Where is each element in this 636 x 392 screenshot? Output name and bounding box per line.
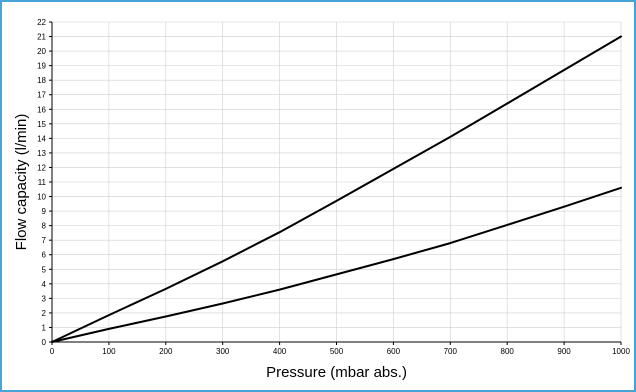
y-tick-label: 6 [42,251,47,260]
y-tick-label: 8 [42,222,47,231]
y-tick-label: 16 [37,105,46,114]
x-tick-label: 800 [501,347,515,356]
y-tick-label: 11 [38,178,47,187]
x-axis-title: Pressure (mbar abs.) [266,364,407,381]
y-tick-label: 12 [37,163,46,172]
x-tick-label: 600 [387,347,401,356]
x-tick-label: 900 [557,347,571,356]
x-tick-label: 700 [444,347,458,356]
y-tick-label: 15 [37,120,46,129]
series-lines [51,35,622,343]
axes [49,21,622,345]
x-tick-label: 400 [273,347,287,356]
y-tick-label: 1 [42,323,47,332]
y-tick-label: 10 [37,193,46,202]
y-tick-label: 9 [42,207,47,216]
x-tick-label: 200 [159,347,173,356]
grid-lines [52,21,622,342]
y-tick-label: 4 [42,280,47,289]
y-tick-label: 7 [42,236,47,245]
y-tick-label: 22 [37,18,46,27]
y-tick-label: 18 [37,76,46,85]
y-tick-label: 21 [37,33,46,42]
y-tick-label: 14 [37,134,46,143]
x-tick-label: 0 [50,347,55,356]
y-tick-label: 20 [37,47,46,56]
y-tick-label: 5 [42,265,47,274]
y-tick-label: 0 [42,338,47,347]
series-line-1 [51,35,622,343]
y-tick-label: 13 [37,149,46,158]
y-axis-title: Flow capacity (l/min) [13,114,30,251]
x-tick-label: 500 [330,347,344,356]
y-tick-label: 2 [42,309,47,318]
series-line-2 [51,186,622,343]
x-tick-label: 100 [102,347,116,356]
y-tick-label: 3 [42,294,47,303]
x-tick-label: 1000 [612,347,630,356]
y-tick-label: 17 [37,91,46,100]
y-tick-label: 19 [37,62,46,71]
x-tick-label: 300 [216,347,230,356]
